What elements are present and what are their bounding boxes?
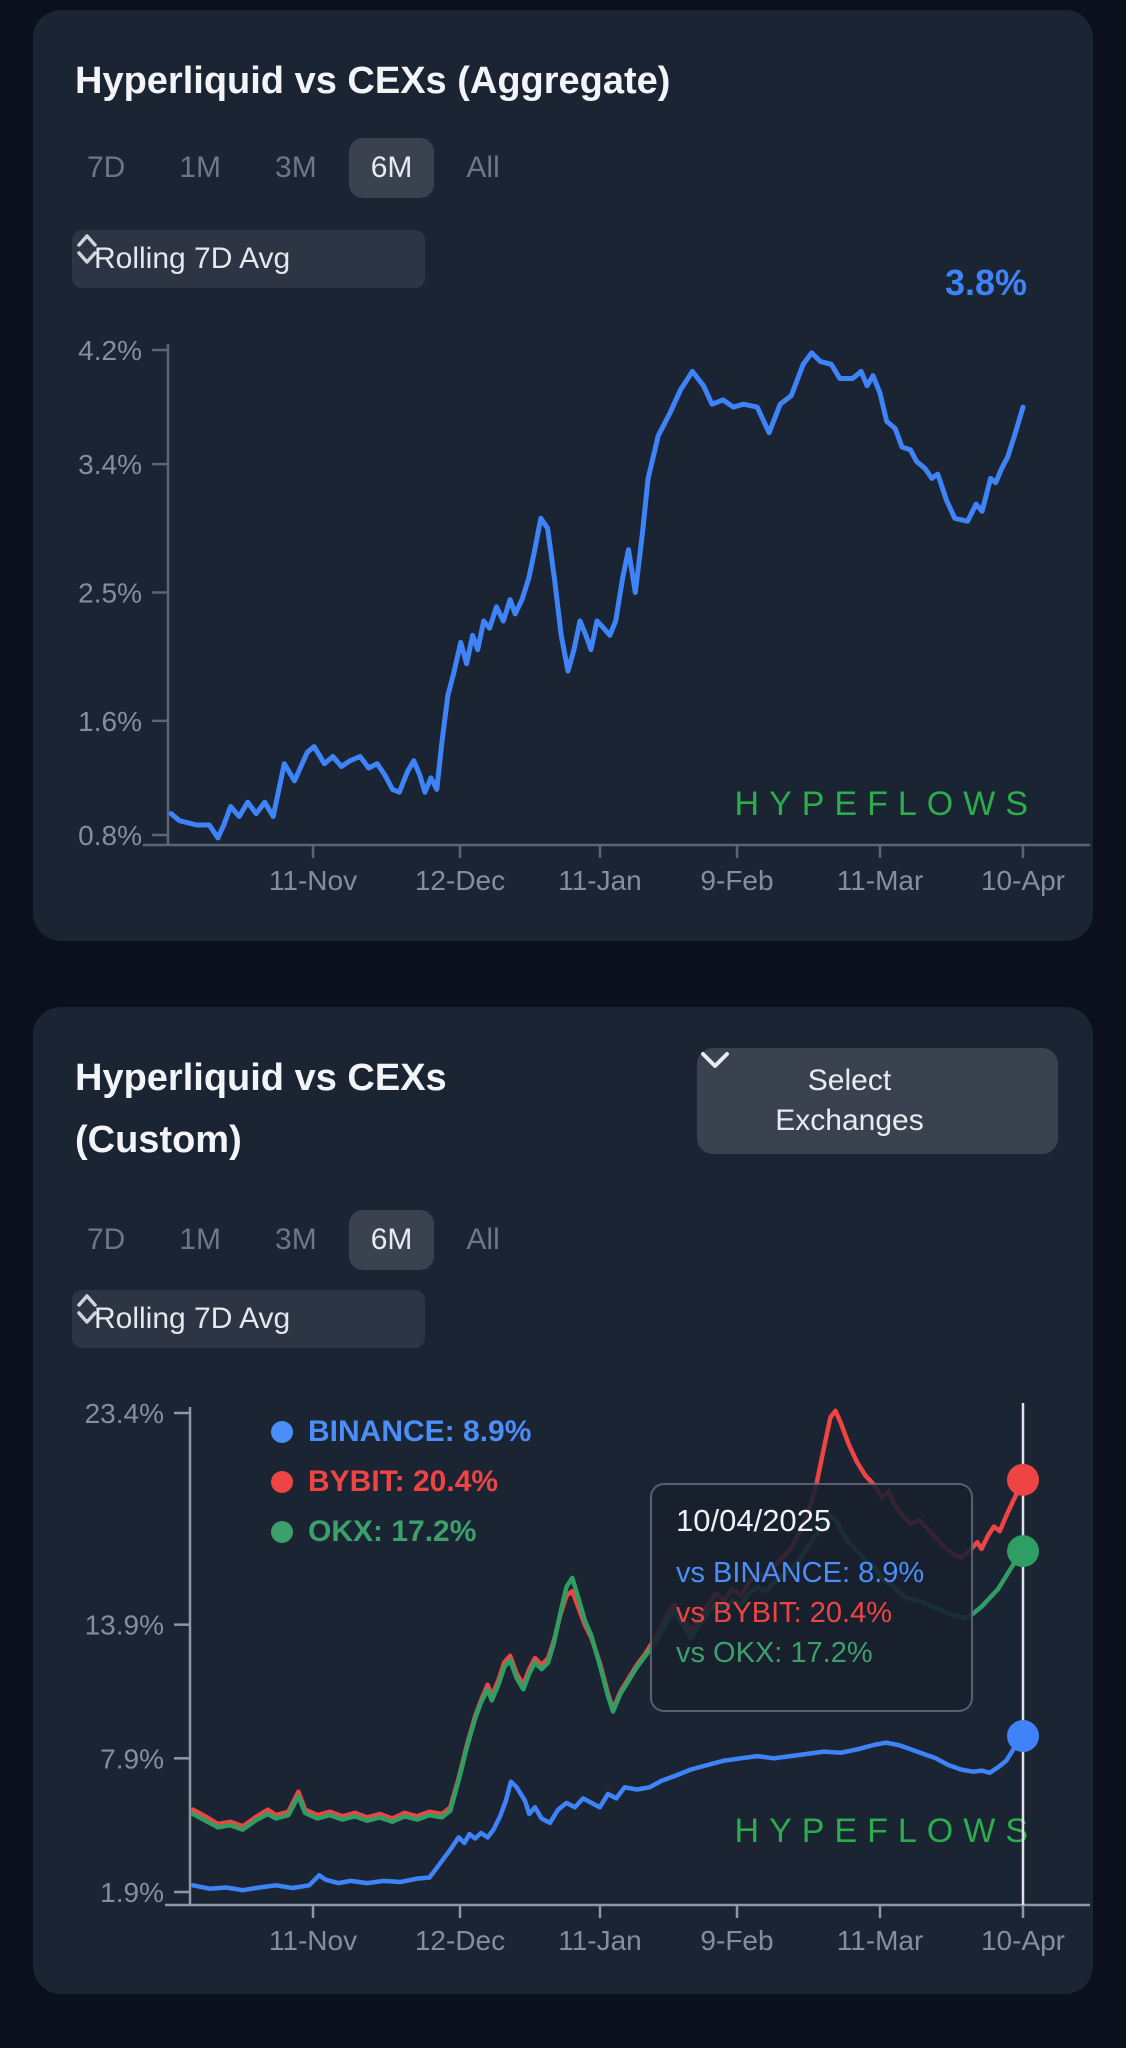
tab-1m[interactable]: 1M bbox=[179, 1223, 222, 1256]
svg-text:11-Mar: 11-Mar bbox=[837, 1925, 924, 1956]
legend-item: BINANCE: 8.9% bbox=[271, 1407, 531, 1457]
page-title-custom: Hyperliquid vs CEXs (Custom) bbox=[75, 1047, 447, 1171]
tab-all[interactable]: All bbox=[466, 1223, 500, 1256]
tooltip-row: vs OKX: 17.2% bbox=[676, 1637, 873, 1669]
tab-6m[interactable]: 6M bbox=[348, 138, 435, 198]
chart-legend: BINANCE: 8.9% BYBIT: 20.4% OKX: 17.2% bbox=[271, 1407, 531, 1557]
tab-6m[interactable]: 6M bbox=[348, 1210, 435, 1270]
svg-text:1.9%: 1.9% bbox=[100, 1877, 164, 1908]
svg-text:13.9%: 13.9% bbox=[85, 1610, 164, 1641]
aggregate-chart-card: Hyperliquid vs CEXs (Aggregate) 7D 1M 3M 6M… bbox=[33, 10, 1093, 941]
svg-text:12-Dec: 12-Dec bbox=[415, 1925, 505, 1956]
custom-chart-card: Hyperliquid vs CEXs (Custom) Select Exch… bbox=[33, 1007, 1093, 1994]
svg-text:11-Jan: 11-Jan bbox=[558, 865, 642, 896]
aggregate-line-chart[interactable]: 4.2% 3.4% 2.5% 1.6% 0.8% 11-Nov 12-Dec 11-Jan 9-… bbox=[33, 340, 1093, 900]
title-line2: (Custom) bbox=[75, 1119, 242, 1161]
tooltip-rows: vs BINANCE: 8.9% vs BYBIT: 20.4% vs OKX: 1… bbox=[676, 1553, 947, 1673]
tab-3m[interactable]: 3M bbox=[275, 151, 317, 184]
svg-text:11-Jan: 11-Jan bbox=[558, 1925, 642, 1956]
legend-item: OKX: 17.2% bbox=[271, 1507, 531, 1557]
svg-text:9-Feb: 9-Feb bbox=[700, 865, 773, 896]
svg-text:10-Apr: 10-Apr bbox=[981, 1925, 1065, 1956]
svg-text:23.4%: 23.4% bbox=[85, 1398, 164, 1429]
timerange-tabs: 7D 1M 3M 6M All bbox=[65, 138, 522, 198]
tab-7d[interactable]: 7D bbox=[87, 1223, 126, 1256]
tooltip-row: vs BYBIT: 20.4% bbox=[676, 1597, 892, 1629]
svg-text:10-Apr: 10-Apr bbox=[981, 865, 1065, 896]
legend-item: BYBIT: 20.4% bbox=[271, 1457, 531, 1507]
select-exchanges-label: Select Exchanges bbox=[775, 1064, 924, 1137]
chart-tooltip: 10/04/2025 vs BINANCE: 8.9% vs BYBIT: 20.… bbox=[650, 1483, 973, 1712]
tab-3m[interactable]: 3M bbox=[275, 1223, 317, 1256]
svg-text:11-Mar: 11-Mar bbox=[837, 865, 924, 896]
svg-text:2.5%: 2.5% bbox=[78, 578, 142, 609]
custom-line-chart[interactable]: 23.4% 13.9% 7.9% 1.9% 11-Nov 12-Dec 11-Jan 9-Fe… bbox=[33, 1397, 1093, 1957]
svg-text:3.4%: 3.4% bbox=[78, 449, 142, 480]
legend-dot-icon bbox=[271, 1471, 293, 1493]
legend-dot-icon bbox=[271, 1521, 293, 1543]
rolling-avg-label: Rolling 7D Avg bbox=[94, 242, 291, 275]
tab-1m[interactable]: 1M bbox=[179, 151, 222, 184]
svg-text:12-Dec: 12-Dec bbox=[415, 865, 505, 896]
hypeflows-watermark: HYPEFLOWS bbox=[734, 1812, 1038, 1850]
legend-dot-icon bbox=[271, 1421, 293, 1443]
tooltip-date: 10/04/2025 bbox=[676, 1503, 832, 1538]
svg-text:1.6%: 1.6% bbox=[78, 706, 142, 737]
svg-text:7.9%: 7.9% bbox=[100, 1743, 164, 1774]
svg-text:9-Feb: 9-Feb bbox=[700, 1925, 773, 1956]
title-line1: Hyperliquid vs CEXs bbox=[75, 1057, 447, 1099]
latest-value-badge: 3.8% bbox=[944, 262, 1027, 303]
svg-text:0.8%: 0.8% bbox=[78, 820, 142, 851]
svg-text:11-Nov: 11-Nov bbox=[269, 1925, 357, 1956]
hypeflows-watermark: HYPEFLOWS bbox=[734, 785, 1038, 823]
timerange-tabs-custom: 7D 1M 3M 6M All bbox=[65, 1210, 522, 1270]
select-exchanges-button[interactable]: Select Exchanges bbox=[697, 1048, 1058, 1154]
rolling-avg-select-custom[interactable]: Rolling 7D Avg bbox=[72, 1290, 425, 1348]
rolling-avg-label: Rolling 7D Avg bbox=[94, 1302, 291, 1335]
svg-text:11-Nov: 11-Nov bbox=[269, 865, 357, 896]
tab-all[interactable]: All bbox=[466, 151, 500, 184]
page-title: Hyperliquid vs CEXs (Aggregate) bbox=[75, 60, 671, 102]
svg-text:4.2%: 4.2% bbox=[78, 340, 142, 366]
rolling-avg-select[interactable]: Rolling 7D Avg bbox=[72, 230, 425, 288]
tab-7d[interactable]: 7D bbox=[87, 151, 126, 184]
tooltip-row: vs BINANCE: 8.9% bbox=[676, 1557, 925, 1589]
